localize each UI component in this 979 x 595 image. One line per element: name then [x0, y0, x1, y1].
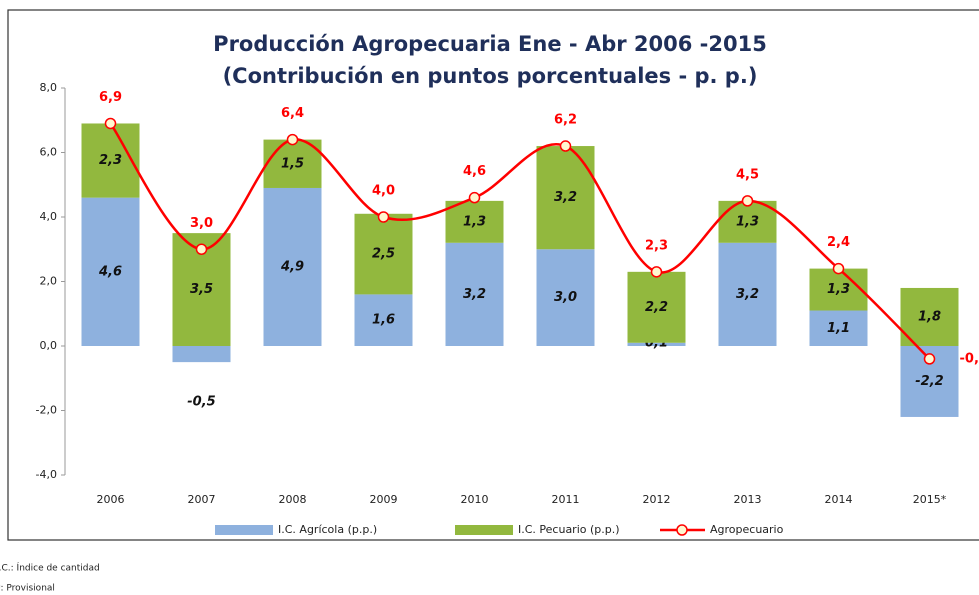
line-label: 6,4 — [281, 106, 304, 121]
line-label: -0,4 — [960, 351, 979, 366]
x-tick-label: 2008 — [279, 493, 307, 506]
x-tick-label: 2015* — [913, 493, 947, 506]
legend-swatch — [215, 525, 273, 535]
bar — [445, 200, 504, 243]
line-label: 2,4 — [827, 235, 850, 250]
legend-label: I.C. Pecuario (p.p.) — [518, 523, 620, 536]
chart-title: Producción Agropecuaria Ene - Abr 2006 -… — [213, 32, 767, 56]
bar — [172, 346, 231, 363]
line-marker — [195, 243, 208, 255]
bar — [263, 187, 322, 346]
x-tick-label: 2014 — [825, 493, 853, 506]
line-marker — [286, 133, 299, 146]
data-label: 1,3 — [827, 282, 850, 297]
data-label: 2,3 — [99, 153, 122, 168]
line-label: 2,3 — [645, 238, 668, 253]
line-marker — [104, 117, 117, 130]
line-marker — [559, 140, 572, 152]
chart-subtitle: (Contribución en puntos porcentuales - p… — [223, 64, 758, 88]
data-label: 3,5 — [190, 282, 213, 297]
y-tick-label: 8,0 — [40, 81, 58, 94]
x-tick-label: 2011 — [552, 493, 580, 506]
bar — [809, 310, 868, 346]
data-label: 2,2 — [645, 300, 668, 315]
data-label: 3,2 — [463, 287, 486, 302]
footnote: I.C.: Índice de cantidad — [0, 562, 100, 574]
bar — [536, 249, 595, 346]
bar — [627, 342, 686, 346]
line-marker — [741, 195, 754, 207]
line — [109, 122, 931, 360]
x-tick-label: 2012 — [643, 493, 671, 506]
data-label: -0,5 — [187, 395, 215, 410]
bar — [354, 213, 413, 295]
x-tick-label: 2007 — [188, 493, 216, 506]
bar — [718, 200, 777, 243]
x-tick-label: 2006 — [97, 493, 125, 506]
footnote: *: Provisional — [0, 584, 55, 594]
data-label: 1,3 — [736, 214, 759, 229]
data-label: 4,6 — [98, 264, 122, 279]
line-label: 6,9 — [99, 90, 122, 105]
line-marker — [923, 353, 936, 365]
y-tick-label: -2,0 — [36, 404, 57, 417]
legend-marker — [676, 524, 688, 536]
line-label: 4,0 — [372, 184, 395, 199]
line-label: 3,0 — [190, 216, 213, 231]
line-label: 4,5 — [736, 167, 759, 182]
bar — [445, 242, 504, 346]
x-tick-label: 2010 — [461, 493, 489, 506]
y-tick-label: 6,0 — [40, 146, 58, 159]
y-tick-label: 2,0 — [40, 275, 58, 288]
legend-label: Agropecuario — [710, 523, 784, 536]
data-label: 2,5 — [372, 247, 395, 262]
bar — [627, 271, 686, 343]
data-label: 1,6 — [372, 313, 395, 328]
line-marker — [468, 191, 481, 204]
line-label: 6,2 — [554, 113, 577, 128]
line-label: 4,6 — [463, 164, 486, 179]
data-label: 3,0 — [554, 290, 577, 305]
y-tick-label: 4,0 — [40, 210, 58, 223]
bar — [809, 268, 868, 311]
data-label: 1,8 — [918, 309, 941, 324]
line-marker — [650, 266, 663, 278]
data-label: 3,2 — [736, 287, 759, 302]
bar — [718, 242, 777, 346]
data-label: 4,9 — [280, 259, 304, 274]
x-tick-label: 2009 — [370, 493, 398, 506]
data-label: -2,2 — [915, 374, 943, 389]
bar — [263, 139, 322, 188]
bar — [81, 197, 140, 346]
legend-swatch — [455, 525, 513, 535]
data-label: 3,2 — [554, 190, 577, 205]
data-label: 1,5 — [281, 156, 304, 171]
x-tick-label: 2013 — [734, 493, 762, 506]
line-marker — [377, 211, 390, 223]
legend-label: I.C. Agrícola (p.p.) — [278, 523, 377, 536]
y-tick-label: -4,0 — [36, 468, 57, 481]
bar — [81, 123, 140, 198]
bar — [354, 294, 413, 346]
bar — [900, 287, 959, 346]
y-tick-label: 0,0 — [40, 339, 58, 352]
data-label: 1,1 — [827, 321, 850, 336]
data-label: 1,3 — [463, 214, 486, 229]
line-marker — [832, 262, 845, 275]
